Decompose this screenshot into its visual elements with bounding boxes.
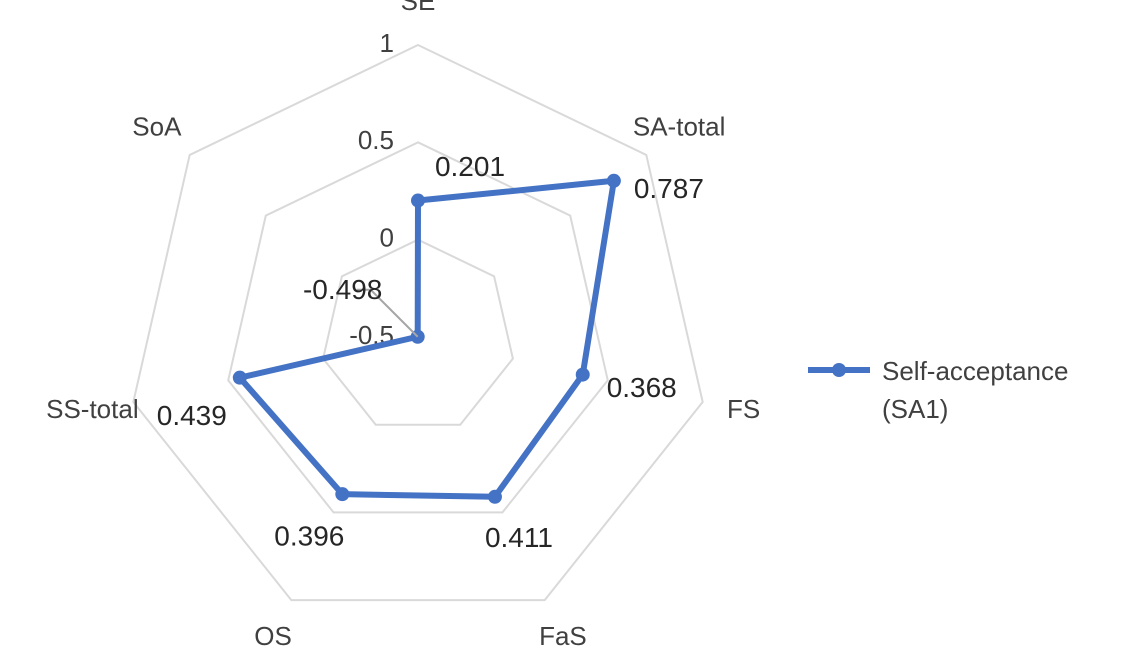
- category-label: SA-total: [633, 112, 726, 142]
- data-point: [487, 489, 502, 504]
- category-label: FS: [727, 394, 760, 424]
- legend-label: Self-acceptance (SA1): [882, 356, 1069, 424]
- grid-ring: [322, 238, 514, 426]
- data-label: -0.498: [303, 274, 382, 305]
- grid-ring: [227, 141, 609, 514]
- data-point: [232, 370, 247, 385]
- data-label: 0.368: [607, 372, 677, 403]
- r-tick-label: 1: [380, 28, 394, 58]
- data-label: 0.439: [157, 400, 227, 431]
- category-label: OS: [254, 621, 292, 651]
- r-tick-label: 0: [380, 223, 394, 253]
- data-point: [335, 487, 350, 502]
- data-label: 0.201: [435, 151, 505, 182]
- leader-line: [356, 288, 419, 338]
- series-line: [236, 177, 617, 500]
- data-label: 0.787: [634, 173, 704, 204]
- legend-marker: [832, 363, 846, 377]
- data-point: [606, 173, 621, 188]
- category-label: SS-total: [46, 394, 139, 424]
- data-point: [411, 193, 425, 208]
- category-label: FaS: [539, 621, 587, 651]
- category-label: SoA: [132, 112, 182, 142]
- r-tick-label: 0.5: [358, 125, 394, 155]
- grid-ring: [132, 43, 704, 602]
- data-point: [575, 367, 590, 382]
- category-label: SE: [401, 0, 436, 16]
- data-label: 0.411: [485, 522, 553, 553]
- data-label: 0.396: [274, 521, 344, 552]
